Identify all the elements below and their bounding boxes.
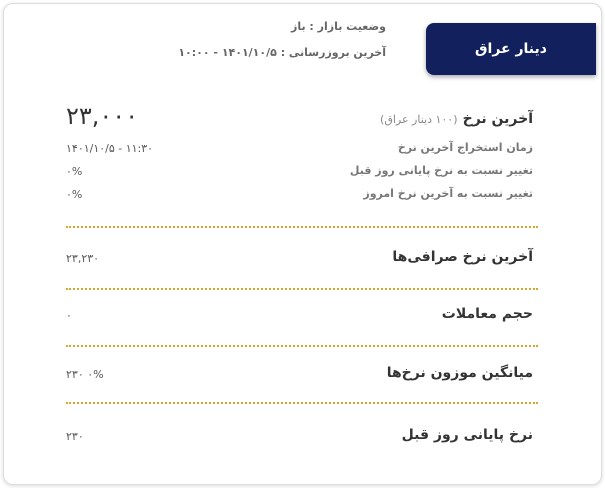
divider <box>66 226 538 228</box>
row-label: نرخ پایانی روز قبل <box>401 427 533 443</box>
row-value: ۲۳,۲۳۰ <box>66 252 100 265</box>
currency-card: دینار عراق وضعیت بازار : باز آخرین بروزر… <box>3 3 602 485</box>
extract-time-label: زمان استخراج آخرین نرخ <box>397 141 533 154</box>
row-value: ۲۳۰ ۰% <box>66 368 104 381</box>
change-prev-value: ۰% <box>66 165 83 178</box>
row-label: میانگین موزون نرخ‌ها <box>386 365 533 381</box>
change-prev-label: تغییر نسبت به نرخ پایانی روز قبل <box>349 164 533 177</box>
currency-title: دینار عراق <box>475 41 547 57</box>
market-status: وضعیت بازار : باز <box>291 20 386 33</box>
row-label: حجم معاملات <box>441 306 533 322</box>
divider <box>66 288 538 290</box>
last-update: آخرین بروزرسانی : ۱۴۰۱/۱۰/۵ - ۱۰:۰۰ <box>178 46 386 59</box>
divider <box>66 402 538 404</box>
last-rate-label: آخرین نرخ (۱۰۰ دینار عراق) <box>380 108 533 127</box>
divider <box>66 345 538 347</box>
row-value: ۰ <box>66 309 72 322</box>
row-value: ۲۳۰ <box>66 430 84 443</box>
change-today-value: ۰% <box>66 188 83 201</box>
last-rate-value: ۲۳,۰۰۰ <box>66 102 139 130</box>
row-label: آخرین نرخ صرافی‌ها <box>392 249 533 265</box>
last-rate-title: آخرین نرخ <box>462 111 533 127</box>
change-today-label: تغییر نسبت به آخرین نرخ امروز <box>363 187 533 200</box>
currency-title-tab[interactable]: دینار عراق <box>426 23 596 75</box>
extract-time-value: ۱۴۰۱/۱۰/۵ - ۱۱:۳۰ <box>66 142 154 155</box>
last-rate-unit: (۱۰۰ دینار عراق) <box>380 113 458 126</box>
